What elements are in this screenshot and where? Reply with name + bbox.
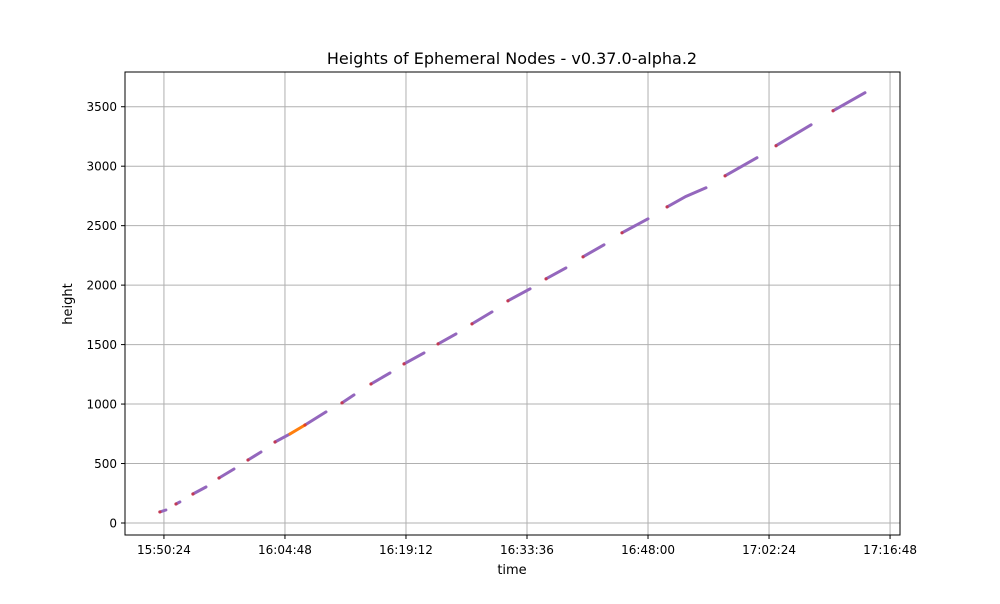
series-segment: [369, 371, 392, 386]
y-tick-label: 1500: [86, 338, 117, 352]
plot-lines: [158, 91, 867, 514]
series-segment: [506, 287, 532, 303]
y-tick-label: 3000: [86, 160, 117, 174]
x-tick-label: 16:48:00: [621, 543, 675, 557]
grid: [125, 72, 900, 535]
y-axis-label: height: [61, 283, 76, 324]
series-segment: [723, 156, 759, 178]
series-segment: [402, 351, 426, 366]
series-segment: [470, 310, 494, 326]
segment-start-marker: [436, 342, 440, 346]
y-tick-label: 0: [109, 516, 117, 530]
x-tick-label: 17:16:48: [863, 543, 917, 557]
y-tick-label: 2000: [86, 279, 117, 293]
chart-title: Heights of Ephemeral Nodes - v0.37.0-alp…: [327, 49, 697, 68]
y-tick-label: 3500: [86, 100, 117, 114]
y-tick-label: 1000: [86, 398, 117, 412]
segment-start-marker: [665, 205, 669, 209]
segment-start-marker: [620, 231, 624, 235]
y-tick-label: 2500: [86, 219, 117, 233]
segment-start-marker: [581, 255, 585, 259]
series-segment: [774, 123, 813, 148]
x-tick-label: 16:19:12: [379, 543, 433, 557]
x-axis-label: time: [497, 563, 526, 578]
series-segment: [340, 393, 356, 405]
segment-start-marker: [174, 502, 178, 506]
series-segment: [544, 266, 568, 281]
series-segment: [665, 186, 708, 209]
segment-start-marker: [774, 144, 778, 148]
segment-start-marker: [369, 382, 373, 386]
segment-start-marker: [246, 458, 250, 462]
segment-start-marker: [831, 109, 835, 113]
series-segment: [303, 410, 328, 427]
series-segment: [273, 432, 292, 444]
plot-frame: [124, 71, 901, 536]
segment-start-marker: [303, 423, 307, 427]
segment-start-marker: [470, 322, 474, 326]
x-tick-label: 16:04:48: [258, 543, 312, 557]
segment-start-marker: [723, 174, 727, 178]
x-axis: 15:50:24 16:04:48 16:19:12 16:33:36 16:48:00…: [137, 535, 917, 557]
y-tick-label: 500: [94, 457, 117, 471]
segment-start-marker: [158, 510, 162, 514]
y-axis: 0 500 1000 1500 2000 2500 3000 3500: [86, 100, 125, 530]
series-segment: [246, 450, 263, 462]
segment-start-marker: [340, 401, 344, 405]
segment-start-marker: [273, 440, 277, 444]
segment-start-marker: [506, 299, 510, 303]
series-segment: [581, 243, 606, 259]
segment-start-marker: [191, 492, 195, 496]
series-segment: [217, 467, 236, 480]
series-segment: [620, 217, 650, 235]
series-segment: [191, 485, 208, 496]
x-tick-label: 15:50:24: [137, 543, 191, 557]
series-segment: [436, 332, 458, 346]
x-tick-label: 16:33:36: [500, 543, 554, 557]
segment-start-marker: [544, 277, 548, 281]
series-segment: [288, 423, 307, 436]
series-segment: [831, 91, 867, 113]
segment-start-marker: [217, 476, 221, 480]
x-tick-label: 17:02:24: [742, 543, 796, 557]
segment-start-marker: [402, 362, 406, 366]
